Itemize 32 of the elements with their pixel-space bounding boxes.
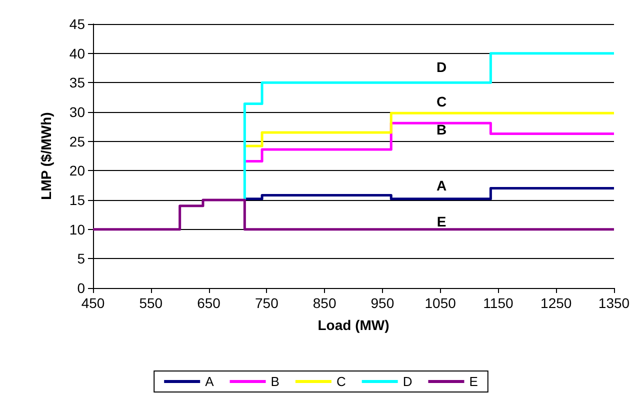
y-tick-label: 5 <box>77 250 86 267</box>
legend-label: E <box>469 374 478 389</box>
legend-label: C <box>336 374 346 389</box>
y-tick-label: 35 <box>69 74 86 91</box>
y-axis-title: LMP ($/MWh) <box>38 112 54 200</box>
legend-label: D <box>402 374 412 389</box>
x-tick-label: 850 <box>312 295 336 311</box>
x-tick-label: 550 <box>139 295 163 311</box>
x-tick-label: 450 <box>81 295 105 311</box>
x-tick-label: 950 <box>370 295 394 311</box>
y-tick-label: 30 <box>69 104 86 120</box>
x-tick-label: 1250 <box>540 295 572 311</box>
y-tick-label: 45 <box>69 16 86 32</box>
annotation: E <box>436 214 446 230</box>
annotation: C <box>436 93 447 110</box>
x-tick-label: 1350 <box>598 295 630 311</box>
legend-label: B <box>270 374 280 389</box>
y-tick-label: 20 <box>69 162 86 179</box>
x-axis-title: Load (MW) <box>318 317 390 333</box>
y-tick-label: 15 <box>69 192 86 208</box>
x-tick-label: 1150 <box>483 295 514 311</box>
y-tick-label: 0 <box>77 280 86 296</box>
x-tick-label: 650 <box>197 295 221 311</box>
x-tick-label: 1050 <box>424 295 456 311</box>
legend-label: A <box>205 374 214 389</box>
y-tick-label: 25 <box>69 133 86 150</box>
x-tick-label: 750 <box>254 295 279 311</box>
annotation: D <box>436 58 447 75</box>
y-tick-label: 10 <box>69 221 86 238</box>
annotation: B <box>436 122 447 138</box>
y-tick-label: 40 <box>69 45 86 62</box>
annotation: A <box>436 177 447 194</box>
